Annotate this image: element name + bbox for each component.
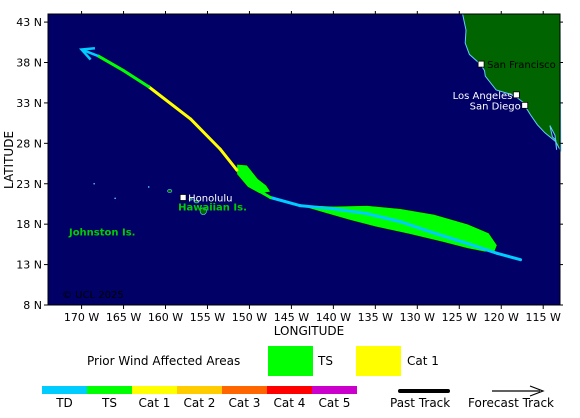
place-marker: [512, 91, 520, 99]
copyright-text: © UCL 2025: [62, 290, 124, 301]
region-label: Hawaiian Is.: [178, 202, 247, 213]
place-marker: [477, 60, 485, 68]
swath-legend-ts-label: TS: [317, 354, 333, 368]
axis-ticks: 170 W 165 W 160 W 155 W 150 W 145 W 140 W 135 W…: [16, 11, 563, 324]
lon-tick-label: 115 W: [526, 311, 561, 324]
lat-tick-label: 33 N: [16, 97, 42, 110]
hawaii-island: [167, 189, 173, 193]
swath-legend-cat1-label: Cat 1: [407, 354, 439, 368]
lon-tick-label: 155 W: [190, 311, 225, 324]
past-track-segment: [96, 54, 126, 73]
past-track-segment: [189, 117, 222, 151]
category-color-bar: TD TS Cat 1 Cat 2 Cat 3 Cat 4 Cat 5: [42, 386, 357, 410]
category-label: Cat 2: [184, 396, 216, 410]
place-marker: [521, 101, 529, 109]
lat-tick-label: 38 N: [16, 57, 42, 70]
forecast-track-legend-label: Forecast Track: [468, 396, 554, 410]
lat-tick-label: 28 N: [16, 137, 42, 150]
lon-tick-label: 160 W: [148, 311, 183, 324]
past-track-segment: [147, 85, 193, 121]
category-label: TS: [101, 396, 117, 410]
lon-tick-label: 125 W: [442, 311, 477, 324]
ts-swath-area: [236, 164, 271, 194]
forecast-track-line: [81, 48, 99, 58]
category-swatch: [222, 386, 267, 394]
category-label: Cat 4: [274, 396, 306, 410]
lat-tick-label: 43 N: [16, 16, 42, 29]
lon-tick-label: 135 W: [358, 311, 393, 324]
lon-tick-label: 165 W: [106, 311, 141, 324]
hawaii-island: [194, 199, 200, 204]
category-swatch: [42, 386, 87, 394]
past-track-segment: [298, 204, 335, 211]
forecast-track-legend-arrow: [492, 385, 545, 397]
place-marker: [179, 194, 187, 201]
lon-tick-label: 170 W: [64, 311, 99, 324]
map-frame: [47, 13, 561, 306]
x-axis-label: LONGITUDE: [274, 324, 344, 338]
atoll-dot: [147, 186, 150, 188]
lon-tick-label: 140 W: [316, 311, 351, 324]
past-track-segment: [495, 251, 523, 262]
category-label: Cat 3: [229, 396, 261, 410]
lon-tick-label: 150 W: [232, 311, 267, 324]
past-track-segment: [432, 231, 470, 246]
past-track-legend-label: Past Track: [390, 396, 450, 410]
lat-tick-label: 23 N: [16, 178, 42, 191]
lon-tick-label: 145 W: [274, 311, 309, 324]
category-label: TD: [55, 396, 73, 410]
category-swatch: [312, 386, 357, 394]
baja-california-landmass: [549, 125, 558, 150]
hawaii-island: [199, 207, 207, 215]
category-label: Cat 5: [319, 396, 351, 410]
hawaii-island: [188, 197, 193, 201]
past-track-segment: [252, 186, 272, 199]
y-axis-label: LATITUDE: [2, 131, 16, 189]
swath-legend-ts-swatch: [268, 346, 313, 376]
lat-tick-label: 8 N: [23, 299, 42, 312]
category-swatch: [87, 386, 132, 394]
past-track-segment: [122, 69, 151, 89]
place-label: San Diego: [470, 101, 521, 112]
swath-legend-title: Prior Wind Affected Areas: [87, 354, 240, 368]
lon-tick-label: 130 W: [400, 311, 435, 324]
past-track-segment: [466, 242, 499, 255]
region-label: Johnston Is.: [68, 227, 136, 238]
past-track-segment: [365, 212, 403, 224]
track-layer: [78, 47, 523, 262]
swath-legend-cat1-swatch: [356, 346, 401, 376]
lat-tick-label: 13 N: [16, 259, 42, 272]
atoll-dot: [93, 182, 95, 185]
category-swatch: [177, 386, 222, 394]
atoll-dot: [114, 197, 116, 200]
place-label: San Francisco: [487, 60, 556, 71]
past-track-segment: [268, 195, 302, 208]
category-swatch: [267, 386, 312, 394]
wind-swath-layer: [236, 164, 498, 252]
past-track-segment: [399, 220, 436, 235]
past-track-segment: [235, 168, 256, 190]
place-label: Honolulu: [188, 193, 232, 204]
forecast-arrowhead: [78, 47, 96, 61]
lat-tick-label: 18 N: [16, 218, 42, 231]
ocean-area: [48, 14, 560, 305]
category-label: Cat 1: [139, 396, 171, 410]
category-swatch: [132, 386, 177, 394]
place-label: Los Angeles: [453, 91, 513, 102]
past-track-segment: [218, 147, 239, 172]
past-track-segment: [331, 207, 369, 216]
lon-tick-label: 120 W: [484, 311, 519, 324]
